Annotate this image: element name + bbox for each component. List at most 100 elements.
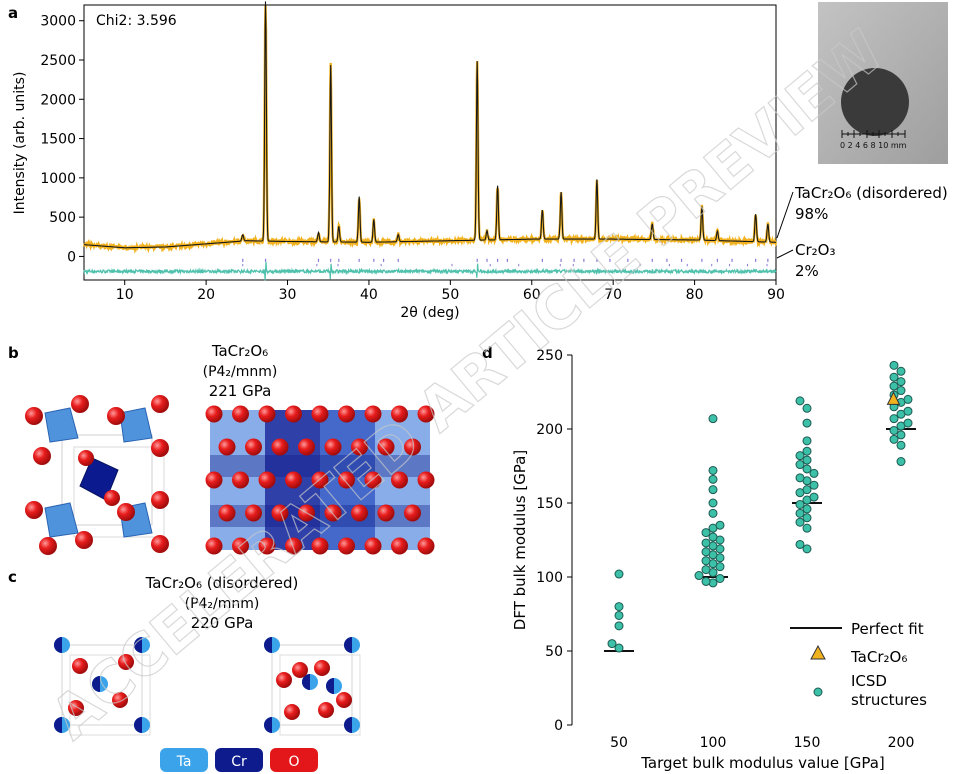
icsd-point: [795, 460, 805, 470]
element-legend-label: Ta: [176, 754, 192, 770]
legend-triangle-icon: [810, 644, 826, 660]
icsd-point: [708, 498, 718, 508]
oxygen-atom: [245, 504, 262, 522]
ta-cr-site-half: [264, 717, 272, 733]
icsd-point: [903, 418, 913, 428]
icsd-point: [903, 394, 913, 404]
oxygen-atom: [72, 658, 88, 674]
xrd-xtick-label: 30: [279, 287, 297, 303]
icsd-point: [795, 539, 805, 549]
icsd-point: [708, 474, 718, 484]
chi2-label: Chi2: 3.596: [96, 13, 177, 29]
oxygen-atom: [417, 405, 435, 423]
preview-watermark: ACCELERATED ARTICLE PREVIEW: [38, 17, 896, 752]
phase2-fraction: 2%: [795, 262, 819, 280]
icsd-point: [614, 569, 624, 579]
panel-a-frame: [83, 4, 777, 281]
ta-cr-site-half: [134, 717, 142, 733]
d-ytick-label: 0: [554, 718, 563, 734]
xrd-ytick-label: 1500: [40, 132, 76, 148]
panel-c-modulus: 220 GPa: [191, 614, 254, 632]
ordered-unit-cell-illustration: [25, 395, 169, 555]
oxygen-atom: [218, 504, 236, 522]
bulk-modulus-plot: [604, 360, 916, 653]
xrd-y-axis: 0 500 1000 1500 2000 2500 3000: [40, 14, 84, 265]
oxygen-atom: [298, 438, 315, 456]
oxygen-atom: [404, 504, 421, 522]
icsd-point: [701, 528, 711, 538]
icsd-point: [896, 440, 906, 450]
xrd-xtick-label: 70: [604, 287, 622, 303]
ta-cr-site-half: [344, 637, 352, 653]
oxygen-atom: [232, 405, 249, 423]
icsd-point: [701, 547, 711, 557]
icsd-point: [889, 360, 899, 370]
panel-b-formula: TaCr₂O₆: [211, 342, 268, 360]
icsd-point: [708, 508, 718, 518]
icsd-point: [701, 538, 711, 548]
icsd-point: [802, 446, 812, 456]
xrd-xtick-label: 20: [197, 287, 215, 303]
ta-cr-site-half: [54, 717, 62, 733]
oxygen-atom: [232, 537, 249, 555]
d-ytick-label: 200: [536, 422, 563, 438]
oxygen-atom: [311, 405, 329, 423]
oxygen-atom: [417, 471, 435, 489]
icsd-point: [889, 434, 899, 444]
d-ytick-label: 250: [536, 348, 563, 364]
panel-c-formula: TaCr₂O₆ (disordered): [145, 574, 299, 592]
sample-photo: 0 2 4 6 8 10 mm: [818, 2, 948, 164]
legend-perfect-fit-label: Perfect fit: [851, 620, 924, 638]
oxygen-atom: [218, 438, 236, 456]
legend-icsd-label-line2: structures: [851, 691, 927, 709]
oxygen-atom: [285, 471, 302, 489]
difference-curve: [83, 261, 777, 281]
oxygen-atom: [285, 405, 302, 423]
xrd-ytick-label: 3000: [40, 14, 76, 30]
ta-cr-site-half: [134, 637, 142, 653]
xrd-x-axis: 10 20 30 40 50 60 70 80 90: [116, 280, 785, 303]
xrd-xtick-label: 60: [523, 287, 541, 303]
ta-cr-site-half: [54, 637, 62, 653]
oxygen-atom: [258, 405, 276, 423]
xrd-xtick-label: 80: [686, 287, 704, 303]
icsd-point: [614, 602, 624, 612]
oxygen-atom: [314, 660, 330, 676]
icsd-point: [715, 520, 725, 530]
icsd-point: [614, 643, 624, 653]
icsd-point: [795, 517, 805, 527]
icsd-point: [802, 464, 812, 474]
icsd-point: [701, 576, 711, 586]
panel-d-letter: d: [482, 344, 493, 362]
panel-b-letter: b: [8, 344, 19, 362]
icsd-point: [795, 473, 805, 483]
panel-a-ylabel: Intensity (arb. units): [12, 72, 28, 215]
bulk-modulus-axes: 0 50 100 150 200 250 50 100 150 200: [536, 348, 914, 751]
oxygen-atom: [205, 537, 223, 555]
panel-b-spacegroup: (P4₂/mnm): [203, 364, 278, 380]
icsd-point: [802, 523, 812, 533]
oxygen-atom: [338, 405, 355, 423]
d-xtick-label: 100: [700, 735, 727, 751]
xrd-ytick-label: 500: [49, 210, 76, 226]
oxygen-atom: [417, 537, 435, 555]
xrd-ytick-label: 0: [67, 249, 76, 265]
icsd-point: [795, 396, 805, 406]
icsd-point: [795, 499, 805, 509]
panel-a-xlabel: 2θ (deg): [400, 305, 459, 321]
ta-cr-site-half: [344, 717, 352, 733]
xrd-ytick-label: 1000: [40, 171, 76, 187]
d-xtick-label: 200: [888, 735, 915, 751]
ta-cr-site-half: [302, 674, 310, 690]
panel-c-letter: c: [8, 568, 17, 586]
disordered-cell-right-illustration: [271, 644, 361, 736]
oxygen-atom: [324, 438, 342, 456]
oxygen-atom: [311, 537, 329, 555]
oxygen-atom: [351, 438, 368, 456]
ordered-supercell-illustration: [205, 405, 435, 555]
oxygen-atom: [271, 438, 289, 456]
icsd-point: [809, 492, 819, 502]
xrd-xtick-label: 50: [441, 287, 459, 303]
icsd-point: [701, 556, 711, 566]
